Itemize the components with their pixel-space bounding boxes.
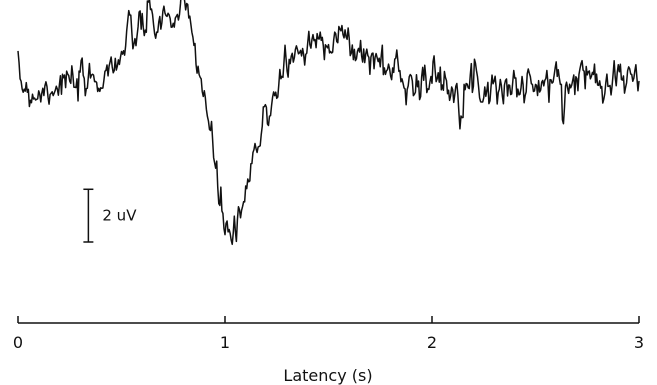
x-axis: 0 1 2 3	[13, 316, 644, 352]
x-tick-label: 0	[13, 333, 23, 352]
scale-bar: 2 uV	[83, 188, 137, 243]
waveform-line	[17, 0, 640, 246]
x-tick-label: 3	[634, 333, 644, 352]
x-axis-label: Latency (s)	[283, 366, 372, 385]
scale-bar-label: 2 uV	[102, 207, 137, 225]
x-tick-label: 2	[427, 333, 437, 352]
x-tick-label: 1	[220, 333, 230, 352]
